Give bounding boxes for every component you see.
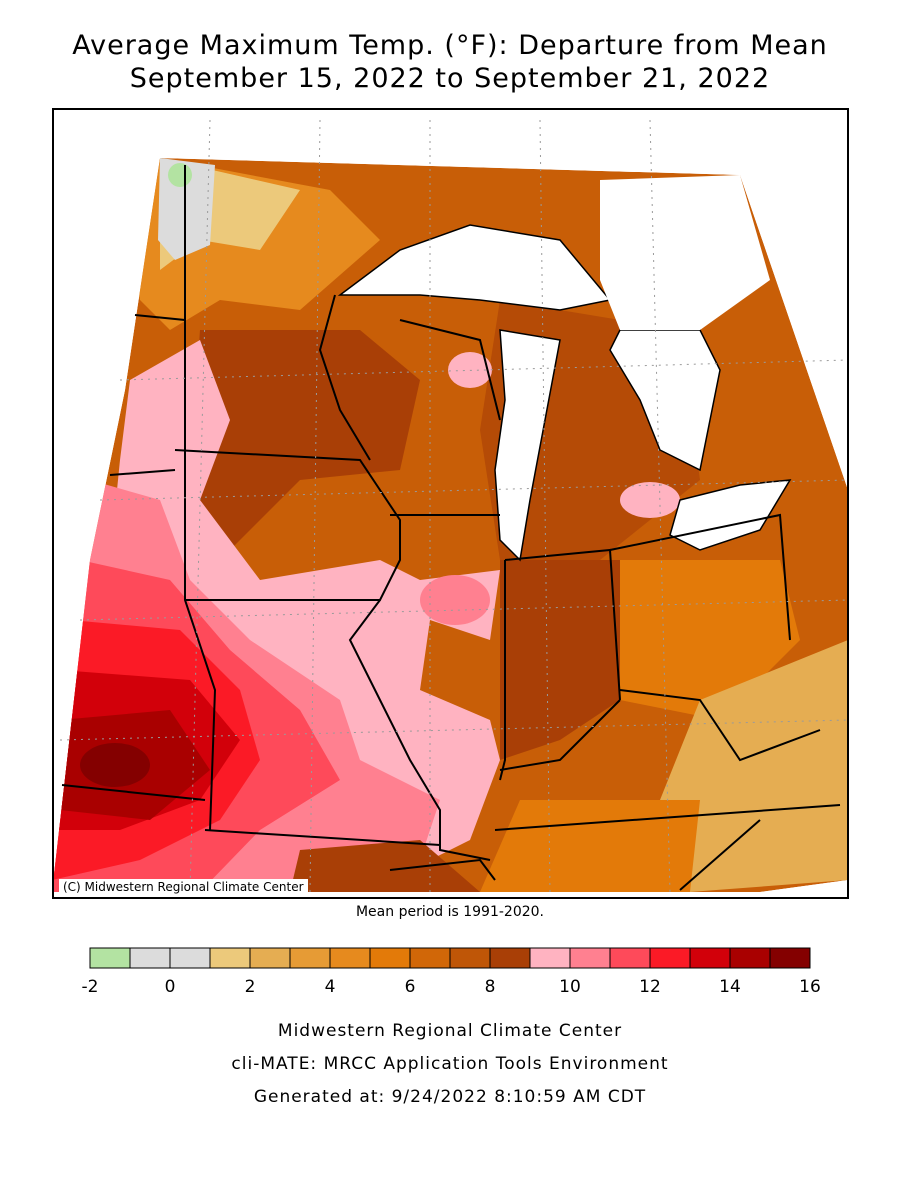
state-boundaries — [61, 165, 841, 891]
legend-tick-label: 14 — [719, 977, 741, 997]
lake-huron — [609, 329, 721, 472]
canada-north — [600, 175, 770, 330]
color-legend: -2 0 2 4 6 8 10 12 14 16 — [82, 947, 821, 997]
footer-organization: Midwestern Regional Climate Center — [277, 1021, 623, 1041]
legend-bin — [489, 947, 531, 969]
legend-tick-label: 2 — [245, 977, 256, 997]
footer-application: cli-MATE: MRCC Application Tools Environ… — [231, 1054, 669, 1074]
legend-tick-label: 12 — [639, 977, 661, 997]
legend-bin — [209, 947, 251, 969]
legend-bin — [89, 947, 131, 969]
legend-bin — [449, 947, 491, 969]
legend-bin — [569, 947, 611, 969]
legend-bin — [369, 947, 411, 969]
legend-bin — [289, 947, 331, 969]
legend-bins — [89, 947, 811, 969]
legend-bin — [649, 947, 691, 969]
legend-bin — [769, 947, 811, 969]
legend-tick-label: 4 — [325, 977, 336, 997]
legend-bin — [409, 947, 451, 969]
temperature-departure-map — [52, 108, 849, 899]
lake-erie — [669, 479, 792, 551]
legend-bin — [529, 947, 571, 969]
legend-tick-label: 16 — [799, 977, 821, 997]
legend-bin — [689, 947, 731, 969]
map-title: Average Maximum Temp. (°F): Departure fr… — [72, 30, 828, 61]
legend-tick-label: 6 — [405, 977, 416, 997]
legend-tick-label: 10 — [559, 977, 581, 997]
legend-bin — [169, 947, 211, 969]
mean-period-note: Mean period is 1991-2020. — [355, 904, 545, 920]
legend-tick-label: -2 — [82, 977, 99, 997]
legend-bin — [329, 947, 371, 969]
legend-tick-label: 8 — [485, 977, 496, 997]
footer-generated-time: Generated at: 9/24/2022 8:10:59 AM CDT — [253, 1087, 647, 1107]
legend-bin — [729, 947, 771, 969]
legend-tick-label: 0 — [165, 977, 176, 997]
map-date-range: September 15, 2022 to September 21, 2022 — [129, 63, 771, 94]
graticule — [59, 119, 849, 893]
legend-bin — [609, 947, 651, 969]
legend-bin — [249, 947, 291, 969]
legend-ticks: -2 0 2 4 6 8 10 12 14 16 — [82, 977, 821, 997]
copyright-credit: (C) Midwestern Regional Climate Center — [59, 879, 308, 895]
legend-bin — [129, 947, 171, 969]
map-border — [52, 108, 849, 899]
